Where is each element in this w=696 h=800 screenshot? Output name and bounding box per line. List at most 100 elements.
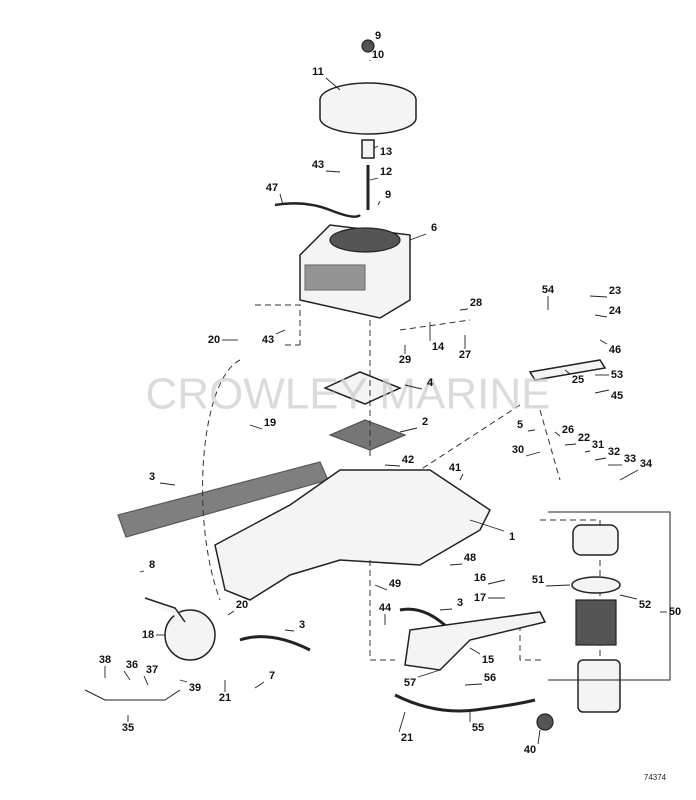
leader-line	[464, 683, 483, 686]
callout-number: 7	[269, 670, 275, 682]
callout-number: 21	[219, 692, 231, 704]
callout-number: 1	[509, 531, 515, 543]
callout-number: 26	[562, 424, 574, 436]
leader-line	[404, 384, 423, 390]
filter-bracket-line	[548, 511, 671, 681]
filter-head	[572, 524, 619, 556]
leader-line	[594, 314, 608, 318]
leader-line	[537, 729, 541, 745]
leader-line	[584, 450, 591, 453]
leader-line	[398, 711, 406, 733]
float-bowl	[304, 264, 366, 291]
callout-number: 6	[431, 222, 437, 234]
leader-line	[594, 457, 607, 461]
leader-line	[384, 464, 401, 467]
callout-number: 38	[99, 654, 111, 666]
leader-line	[377, 200, 381, 206]
callout-number: 36	[126, 659, 138, 671]
callout-number: 51	[532, 574, 544, 586]
fitting	[536, 713, 554, 731]
leader-line	[527, 429, 536, 432]
fuel-line	[394, 693, 536, 713]
callout-number: 44	[379, 602, 392, 614]
leader-line	[525, 451, 541, 457]
callout-number: 47	[266, 182, 278, 194]
callout-number: 28	[470, 297, 482, 309]
callout-number: 15	[482, 654, 494, 666]
callout-number: 37	[146, 664, 158, 676]
carb-gasket	[328, 419, 407, 451]
callout-number: 4	[427, 377, 434, 389]
callout-number: 41	[449, 462, 461, 474]
callout-number: 17	[474, 592, 486, 604]
leader-line	[254, 681, 265, 689]
leader-line	[619, 594, 638, 600]
leader-line	[369, 177, 379, 181]
callout-number: 45	[611, 390, 623, 402]
callout-number: 3	[457, 597, 463, 609]
intake-manifold	[214, 469, 491, 601]
leader-line	[179, 679, 188, 683]
callout-number: 23	[609, 285, 621, 297]
filter-bowl	[577, 659, 621, 713]
callout-number: 2	[422, 416, 428, 428]
leader-line	[554, 431, 561, 437]
callout-number: 3	[149, 471, 155, 483]
callout-number: 9	[375, 30, 381, 42]
callout-number: 32	[608, 446, 620, 458]
callout-number: 35	[122, 722, 134, 734]
callout-number: 39	[189, 682, 201, 694]
callout-number: 16	[474, 572, 486, 584]
callout-number: 30	[512, 444, 524, 456]
callout-number: 18	[142, 629, 154, 641]
leader-line	[284, 629, 295, 632]
callout-number: 11	[312, 66, 324, 78]
leader-line	[469, 519, 505, 532]
callout-number: 20	[236, 599, 248, 611]
callout-number: 20	[208, 334, 220, 346]
leader-line	[325, 170, 341, 173]
callout-number: 57	[404, 677, 416, 689]
leader-line	[159, 482, 176, 486]
drawing-number: 74374	[644, 773, 667, 782]
callout-number: 40	[524, 744, 536, 756]
callout-number: 25	[572, 374, 584, 386]
air-cleaner-rim	[319, 100, 417, 135]
filter-seal	[571, 576, 621, 594]
callout-number: 9	[385, 189, 391, 201]
callout-number: 31	[592, 439, 604, 451]
callout-number: 53	[611, 369, 623, 381]
callout-number: 52	[639, 599, 651, 611]
leader-line	[373, 145, 379, 149]
carburetor-throat	[329, 227, 401, 253]
leader-line	[589, 295, 608, 298]
leader-line	[459, 308, 469, 311]
leader-line	[459, 473, 464, 481]
leader-line	[449, 563, 463, 566]
callout-number: 8	[149, 559, 155, 571]
callout-number: 14	[432, 341, 445, 353]
callout-number: 49	[389, 578, 401, 590]
callout-number: 13	[380, 146, 392, 158]
leader-line	[469, 647, 481, 655]
hose	[239, 635, 311, 652]
leader-line	[374, 584, 388, 591]
leader-line	[564, 443, 577, 446]
callout-number: 46	[609, 344, 621, 356]
callout-number: 33	[624, 453, 636, 465]
leader-line	[399, 427, 418, 433]
parts-drawing	[84, 39, 671, 731]
callout-number: 43	[312, 159, 324, 171]
watermark: CROWLEY MARINE	[145, 370, 550, 419]
tube	[274, 202, 361, 218]
callout-number: 21	[401, 732, 413, 744]
leader-line	[599, 339, 608, 345]
callout-number: 56	[484, 672, 496, 684]
leader-line	[594, 389, 610, 394]
leader-line	[139, 570, 145, 573]
leader-line	[143, 675, 149, 686]
callout-number: 12	[380, 166, 392, 178]
leader-line	[123, 670, 131, 681]
callout-number: 43	[262, 334, 274, 346]
